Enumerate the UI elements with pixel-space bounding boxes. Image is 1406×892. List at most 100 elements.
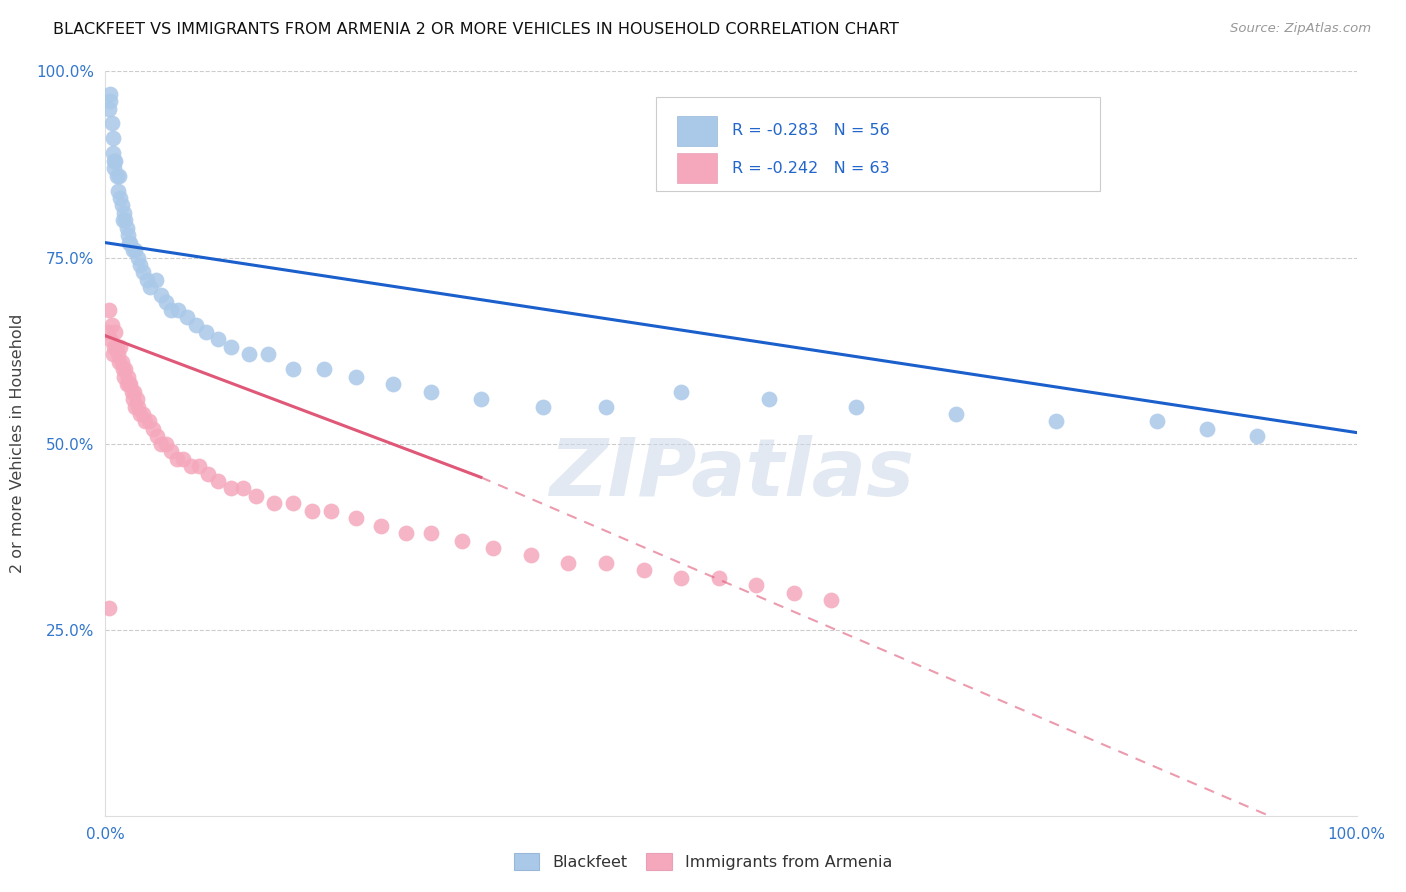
Point (245, 489, 267, 503)
Point (451, 533, 474, 548)
Point (419, 384, 441, 399)
Point (669, 384, 692, 399)
Point (132, 407, 155, 421)
Point (105, 169, 128, 183)
Point (257, 347, 280, 361)
Point (207, 333, 229, 347)
Point (104, 153, 127, 168)
Point (101, 131, 124, 145)
Point (145, 273, 167, 287)
Point (557, 556, 579, 570)
Point (120, 235, 142, 250)
Point (319, 504, 342, 518)
Point (107, 347, 129, 361)
Point (118, 377, 141, 392)
Point (482, 541, 505, 555)
Point (155, 436, 177, 450)
Point (314, 362, 336, 376)
Point (101, 146, 124, 161)
Point (125, 392, 148, 406)
Point (159, 302, 181, 317)
Point (117, 228, 139, 243)
FancyBboxPatch shape (678, 116, 717, 146)
Point (167, 302, 190, 317)
Point (595, 556, 617, 570)
Point (111, 213, 134, 227)
Point (127, 251, 149, 265)
Point (97, 325, 120, 339)
Point (520, 549, 543, 563)
Point (149, 436, 172, 450)
Point (149, 287, 172, 301)
Point (127, 400, 149, 414)
Point (104, 325, 127, 339)
Point (117, 369, 139, 384)
Text: R = -0.242   N = 63: R = -0.242 N = 63 (733, 161, 890, 176)
Point (707, 571, 730, 585)
Point (103, 153, 125, 168)
Text: BLACKFEET VS IMMIGRANTS FROM ARMENIA 2 OR MORE VEHICLES IN HOUSEHOLD CORRELATION: BLACKFEET VS IMMIGRANTS FROM ARMENIA 2 O… (53, 22, 900, 37)
Point (122, 392, 145, 406)
FancyBboxPatch shape (678, 153, 717, 183)
Point (155, 295, 177, 310)
Point (110, 191, 132, 205)
Point (114, 213, 136, 227)
Point (100, 94, 122, 108)
Point (232, 482, 254, 496)
Point (370, 518, 392, 533)
Point (115, 220, 138, 235)
Point (112, 369, 135, 384)
Legend: Blackfeet, Immigrants from Armenia: Blackfeet, Immigrants from Armenia (508, 847, 898, 877)
Point (118, 235, 141, 250)
Point (344, 511, 367, 525)
Point (111, 198, 134, 212)
Point (301, 504, 323, 518)
Point (194, 325, 217, 339)
Point (745, 578, 768, 592)
FancyBboxPatch shape (657, 97, 1101, 191)
Point (108, 355, 131, 369)
Point (100, 318, 122, 332)
Point (820, 593, 842, 607)
Point (101, 347, 124, 361)
Point (207, 474, 229, 488)
Point (382, 377, 405, 392)
Point (111, 355, 134, 369)
Point (176, 310, 198, 325)
Point (132, 265, 155, 279)
Point (122, 243, 145, 257)
Point (115, 377, 138, 392)
Point (219, 482, 242, 496)
Point (159, 444, 181, 458)
Point (107, 184, 129, 198)
Point (98, 600, 121, 615)
Point (108, 169, 131, 183)
Point (114, 362, 136, 376)
Point (281, 362, 305, 376)
Point (344, 369, 367, 384)
Point (142, 422, 165, 436)
Text: ZIPatlas: ZIPatlas (548, 434, 914, 513)
Point (98, 102, 121, 116)
Point (124, 243, 146, 257)
Point (184, 318, 207, 332)
Point (100, 333, 122, 347)
Point (145, 429, 167, 443)
Point (105, 340, 128, 354)
Point (180, 459, 202, 474)
Point (122, 384, 145, 399)
Point (100, 87, 122, 101)
Point (100, 116, 122, 130)
Point (595, 400, 617, 414)
Point (219, 340, 242, 354)
Point (470, 392, 492, 406)
Point (135, 273, 157, 287)
Point (188, 459, 211, 474)
Point (110, 340, 132, 354)
Point (103, 161, 125, 176)
Point (121, 384, 143, 399)
Point (129, 258, 152, 272)
Point (782, 586, 804, 600)
Text: Source: ZipAtlas.com: Source: ZipAtlas.com (1230, 22, 1371, 36)
Point (112, 206, 135, 220)
